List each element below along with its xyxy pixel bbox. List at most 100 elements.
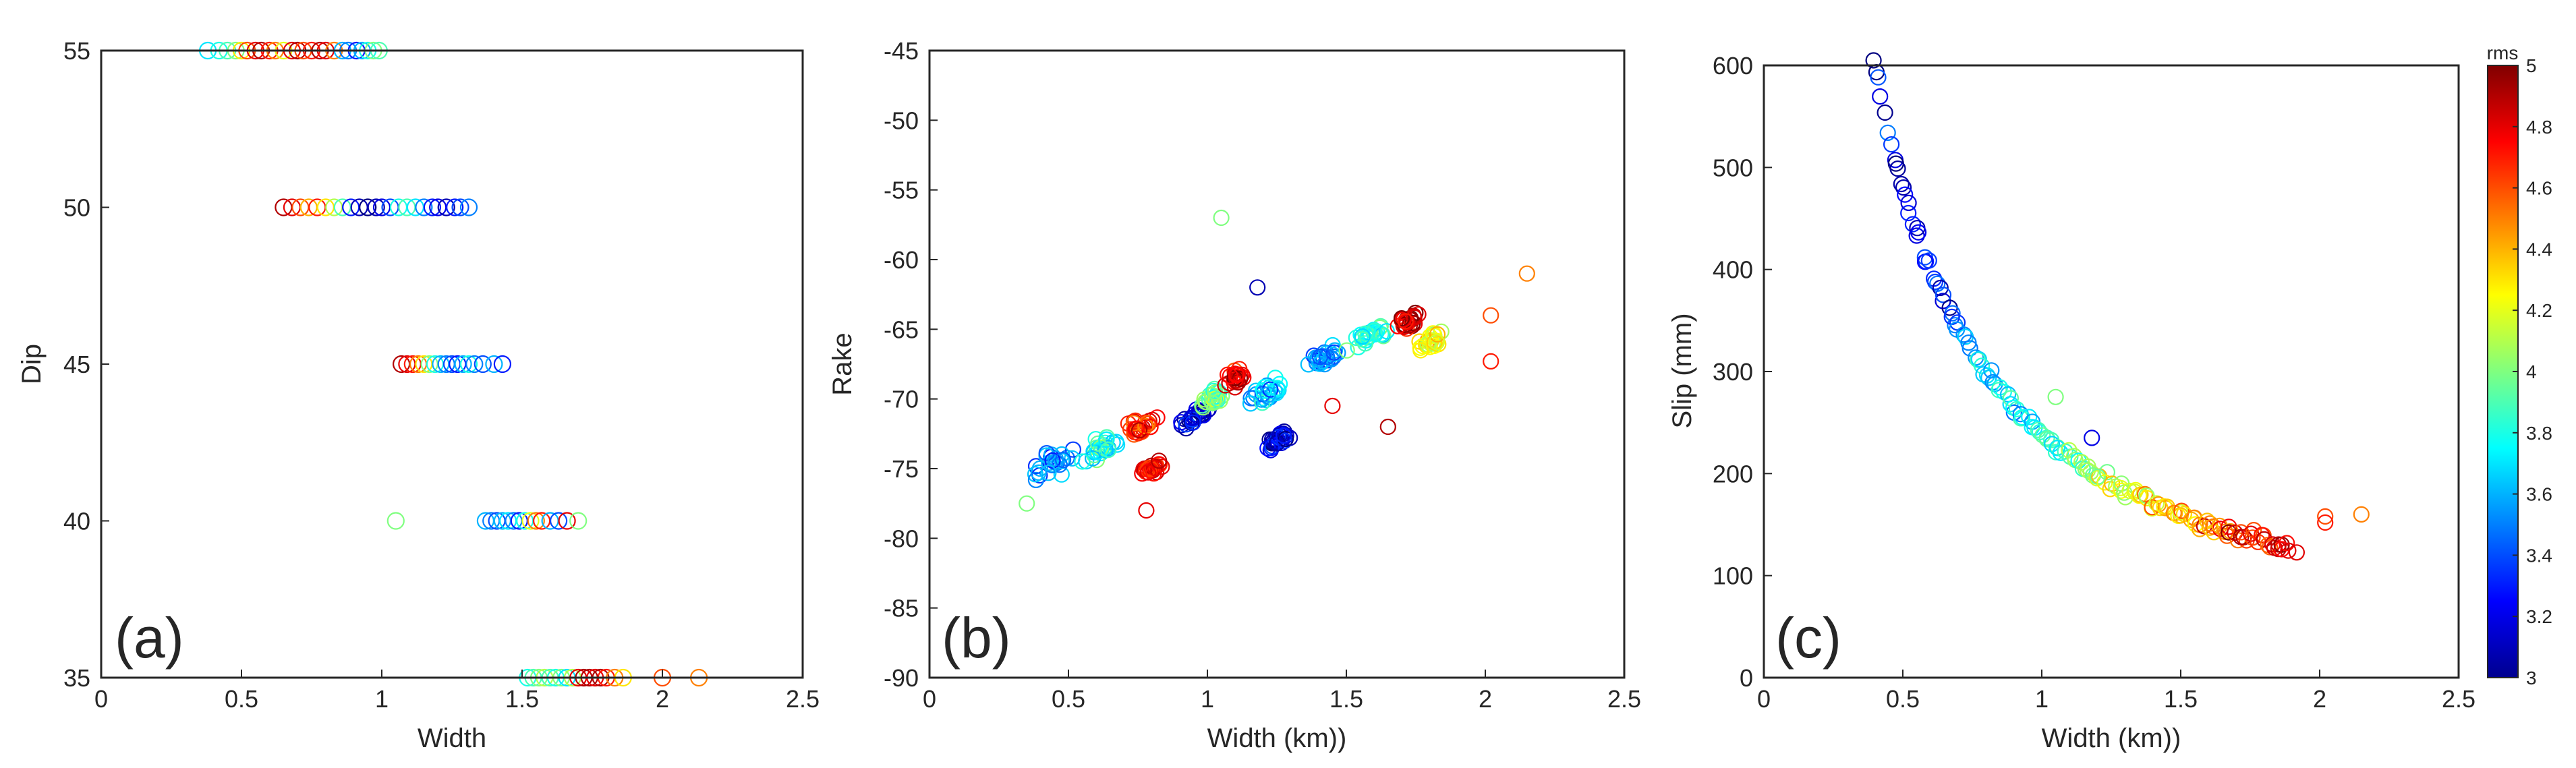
colorbar-tick-label: 3.4 (2526, 545, 2552, 566)
data-point (2084, 430, 2100, 446)
colorbar-tick-label: 4.6 (2526, 178, 2552, 199)
data-point (2353, 506, 2370, 523)
data-point (1412, 342, 1429, 359)
data-point (1184, 414, 1201, 431)
y-tick-label: -55 (884, 177, 919, 204)
data-point (2157, 500, 2174, 516)
data-point (1920, 252, 1937, 269)
x-tick-label: 2 (656, 685, 669, 713)
data-point (558, 512, 576, 530)
data-point (1378, 323, 1395, 340)
data-point (459, 355, 478, 374)
y-tick-label: 200 (1713, 460, 1753, 488)
data-point (1324, 397, 1341, 415)
x-tick-label: 1 (375, 685, 389, 713)
data-point (1139, 464, 1157, 481)
panel-c-axes-box (1763, 64, 2460, 679)
data-point (1518, 265, 1535, 282)
data-point (2317, 514, 2334, 531)
data-point (1904, 216, 1921, 233)
panel-b-yticks: -90 -85 -80 -75 -70 -65 -60 -55 -50 -45 (884, 37, 938, 692)
x-tick-label: 2.5 (1607, 685, 1641, 713)
data-point (1054, 452, 1070, 469)
panel-a: 0 0.5 1 1.5 2 2.5 35 40 45 50 55 Width Dip (a) (17, 37, 820, 753)
panel-a-ylabel: Dip (17, 344, 47, 384)
y-tick-label: 600 (1713, 52, 1753, 80)
data-point (2202, 515, 2219, 532)
colorbar-tick-label: 3.6 (2526, 484, 2552, 505)
data-point (387, 512, 405, 530)
data-point (1054, 451, 1072, 469)
data-point (1135, 461, 1152, 478)
data-point (2172, 504, 2189, 521)
data-point (1098, 431, 1115, 448)
data-point (1074, 453, 1091, 470)
panel-c-points (1865, 52, 2370, 561)
data-point (2012, 410, 2030, 427)
data-point (1189, 408, 1207, 425)
data-point (1311, 349, 1329, 365)
data-point (1130, 422, 1148, 439)
colorbar-ticks: 3 3.2 3.4 3.6 3.8 4 4.2 4.4 4.6 4.8 5 (2513, 55, 2552, 688)
panel-c-ylabel: Slip (mm) (1667, 313, 1697, 428)
data-point (1379, 418, 1396, 436)
data-point (1926, 273, 1944, 291)
panel-c-label: (c) (1775, 606, 1841, 670)
data-point (1228, 367, 1245, 384)
data-point (1935, 287, 1952, 303)
data-point (1138, 502, 1155, 519)
data-point (451, 198, 469, 216)
data-point (1209, 391, 1226, 408)
data-point (1142, 419, 1159, 436)
y-tick-label: 100 (1713, 562, 1753, 590)
data-point (1204, 394, 1221, 412)
data-point (1877, 104, 1893, 121)
colorbar-tick-label: 4.4 (2526, 239, 2552, 260)
data-point (1263, 439, 1280, 456)
y-tick-label: 55 (63, 37, 90, 65)
x-tick-label: 0.5 (1886, 685, 1920, 713)
data-point (1027, 471, 1045, 489)
panel-a-xlabel: Width (418, 723, 486, 753)
data-point (1030, 464, 1047, 481)
data-point (1040, 465, 1057, 481)
data-point (493, 355, 512, 374)
colorbar-tick-label: 5 (2526, 55, 2537, 76)
data-point (549, 512, 568, 530)
colorbar-tick-label: 3.2 (2526, 606, 2552, 627)
data-point (1398, 314, 1415, 331)
y-tick-label: -70 (884, 386, 919, 413)
x-tick-label: 0 (94, 685, 108, 713)
data-point (437, 198, 455, 216)
data-point (1249, 279, 1266, 296)
data-point (1305, 347, 1322, 364)
x-tick-label: 0.5 (1052, 685, 1085, 713)
panel-a-label: (a) (115, 606, 184, 670)
data-point (1222, 367, 1238, 384)
data-point (1044, 452, 1061, 469)
panel-b: 0 0.5 1 1.5 2 2.5 -90 -85 -80 -75 -70 -65 -60 -55 -50… (828, 37, 1641, 753)
data-point (465, 355, 484, 374)
x-tick-label: 0 (1757, 685, 1771, 713)
data-point (1319, 349, 1336, 365)
data-point (2245, 521, 2262, 539)
x-tick-label: 0.5 (225, 685, 258, 713)
data-point (1099, 441, 1117, 459)
data-point (1151, 452, 1168, 469)
data-point (1483, 307, 1499, 324)
y-tick-label: -50 (884, 107, 919, 134)
x-tick-label: 1 (2035, 685, 2049, 713)
y-tick-label: 500 (1713, 154, 1753, 181)
data-point (1397, 313, 1414, 330)
x-tick-label: 0 (923, 685, 936, 713)
data-point (1259, 386, 1277, 403)
data-point (1895, 179, 1912, 196)
y-tick-label: 400 (1713, 256, 1753, 284)
y-tick-label: -75 (884, 455, 919, 483)
data-point (1900, 204, 1917, 222)
data-point (1064, 441, 1082, 458)
data-point (1242, 390, 1259, 407)
colorbar-tick-label: 4 (2526, 361, 2537, 382)
data-point (1354, 328, 1371, 345)
